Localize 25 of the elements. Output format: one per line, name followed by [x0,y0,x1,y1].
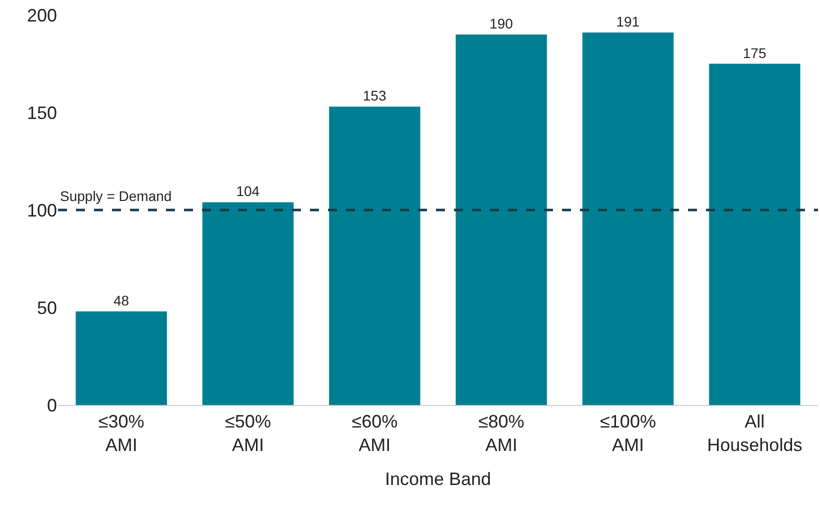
bar [709,64,800,405]
data-label: 190 [490,16,514,32]
x-tick-label: ≤30% AMI [98,412,144,455]
x-tick-label: ≤80% AMI [478,412,524,455]
x-tick-label: ≤50% AMI [225,412,271,455]
y-tick-label: 200 [26,5,57,26]
y-tick-label: 150 [26,102,57,123]
bar [202,202,294,405]
y-tick-label: 100 [26,200,57,220]
data-label: 153 [362,88,386,104]
x-axis-title: Income Band [384,469,492,490]
bar [76,311,167,405]
bar [329,106,420,405]
y-tick-label: 0 [46,395,57,416]
x-tick-label: ≤100% AMI [600,412,656,455]
data-label: 48 [113,292,130,308]
y-tick-label: 50 [36,298,57,318]
ref-line-label: Supply = Demand [60,188,172,204]
bar [582,32,674,405]
x-tick-label: ≤60% AMI [352,412,398,455]
x-tick-label: All Households [707,412,802,455]
data-label: 175 [742,44,766,61]
data-label: 191 [616,14,640,30]
bar [456,34,547,405]
data-label: 104 [236,183,260,200]
